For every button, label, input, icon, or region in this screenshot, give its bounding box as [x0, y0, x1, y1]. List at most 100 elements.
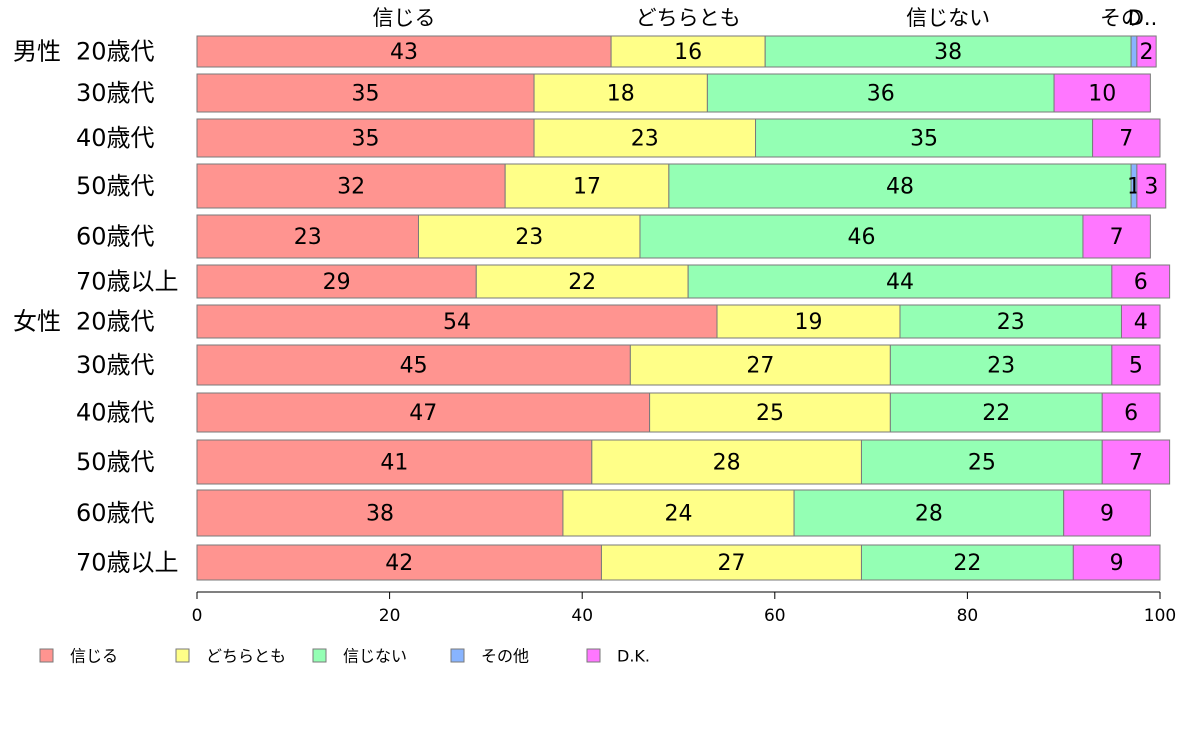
- bar-segment: [196, 73, 535, 113]
- data-label: 9: [1110, 551, 1124, 576]
- data-label: 24: [665, 502, 693, 527]
- category-label: 40歳代: [76, 399, 155, 427]
- data-label: 17: [573, 175, 601, 200]
- bar-segment: [1082, 214, 1151, 259]
- data-label: 7: [1110, 225, 1124, 250]
- top-series-label: どちらとも: [636, 6, 741, 30]
- bar-segment: [196, 264, 477, 299]
- data-label: 42: [385, 551, 413, 576]
- data-label: 41: [380, 451, 408, 476]
- group-label: 男性: [13, 38, 61, 66]
- bar-segment: [591, 439, 862, 485]
- bar-segment: [706, 73, 1055, 113]
- group-label: 女性: [13, 308, 61, 336]
- category-label: 20歳代: [76, 38, 155, 66]
- data-label: 6: [1134, 270, 1148, 295]
- x-tick-label: 40: [571, 606, 593, 626]
- bar-segment: [417, 214, 641, 259]
- data-label: 22: [568, 270, 596, 295]
- data-label: 35: [352, 127, 380, 152]
- data-label: 44: [886, 270, 914, 295]
- bar-segment: [196, 163, 506, 209]
- data-label: 6: [1124, 401, 1138, 426]
- bar-segment: [1063, 489, 1151, 537]
- data-label: 2: [1140, 40, 1154, 65]
- bar-segment: [196, 214, 419, 259]
- category-label: 30歳代: [76, 351, 155, 379]
- data-label: 47: [409, 401, 437, 426]
- x-tick-label: 100: [1144, 606, 1176, 626]
- bar-segment: [533, 118, 757, 158]
- bar-segment: [860, 439, 1103, 485]
- data-label: 3: [1144, 175, 1158, 200]
- bar-segment: [610, 35, 766, 68]
- bar-segment: [1111, 344, 1161, 386]
- data-label: 28: [915, 502, 943, 527]
- bar-segment: [1130, 35, 1138, 68]
- bar-segment: [196, 118, 535, 158]
- category-label: 60歳代: [76, 499, 155, 527]
- data-label: 25: [968, 451, 996, 476]
- legend-label: その他: [481, 647, 529, 666]
- category-label: 60歳代: [76, 223, 155, 251]
- bar-segment: [1136, 163, 1167, 209]
- data-label: 7: [1119, 127, 1133, 152]
- bar-segment: [668, 163, 1132, 209]
- data-label: 19: [795, 310, 823, 335]
- legend-swatch: [39, 648, 54, 663]
- legend-label: 信じる: [70, 647, 118, 666]
- data-label: 45: [400, 354, 428, 379]
- data-label: 23: [987, 354, 1015, 379]
- data-label: 28: [713, 451, 741, 476]
- bar-segment: [716, 304, 901, 339]
- data-label: 43: [390, 40, 418, 65]
- category-label: 40歳代: [76, 124, 155, 152]
- data-label: 38: [366, 502, 394, 527]
- legend-swatch: [175, 648, 190, 663]
- bar-segment: [1053, 73, 1151, 113]
- bar-segment: [196, 392, 651, 433]
- data-label: 25: [756, 401, 784, 426]
- bar-segment: [533, 73, 708, 113]
- data-label: 4: [1134, 310, 1148, 335]
- category-label: 30歳代: [76, 79, 155, 107]
- bar-segment: [1101, 392, 1161, 433]
- data-label: 38: [934, 40, 962, 65]
- data-label: 23: [294, 225, 322, 250]
- data-label: 18: [607, 82, 635, 107]
- data-label: 46: [847, 225, 875, 250]
- bar-segment: [1101, 439, 1171, 485]
- data-label: 32: [337, 175, 365, 200]
- data-label: 35: [910, 127, 938, 152]
- bar-segment: [889, 392, 1103, 433]
- category-label: 70歳以上: [76, 549, 179, 577]
- bar-segment: [1072, 544, 1161, 581]
- bar-segment: [600, 544, 862, 581]
- top-series-label: D..: [1128, 6, 1158, 30]
- category-label: 70歳以上: [76, 268, 179, 296]
- bar-segment: [687, 264, 1113, 299]
- legend-swatch: [312, 648, 327, 663]
- data-label: 23: [631, 127, 659, 152]
- data-label: 9: [1100, 502, 1114, 527]
- data-label: 22: [982, 401, 1010, 426]
- category-label: 50歳代: [76, 448, 155, 476]
- data-label: 7: [1129, 451, 1143, 476]
- bar-segment: [764, 35, 1132, 68]
- data-label: 54: [443, 310, 471, 335]
- bar-segment: [562, 489, 795, 537]
- bar-segment: [196, 544, 602, 581]
- data-label: 23: [997, 310, 1025, 335]
- bar-segment: [889, 344, 1113, 386]
- legend-label: 信じない: [343, 647, 407, 666]
- bar-segment: [1120, 304, 1161, 339]
- bar-segment: [1092, 118, 1161, 158]
- bar-segment: [196, 489, 564, 537]
- category-label: 20歳代: [76, 308, 155, 336]
- x-tick-label: 0: [192, 606, 203, 626]
- bar-segment: [1111, 264, 1171, 299]
- legend-swatch: [586, 648, 601, 663]
- bar-segment: [1136, 35, 1157, 68]
